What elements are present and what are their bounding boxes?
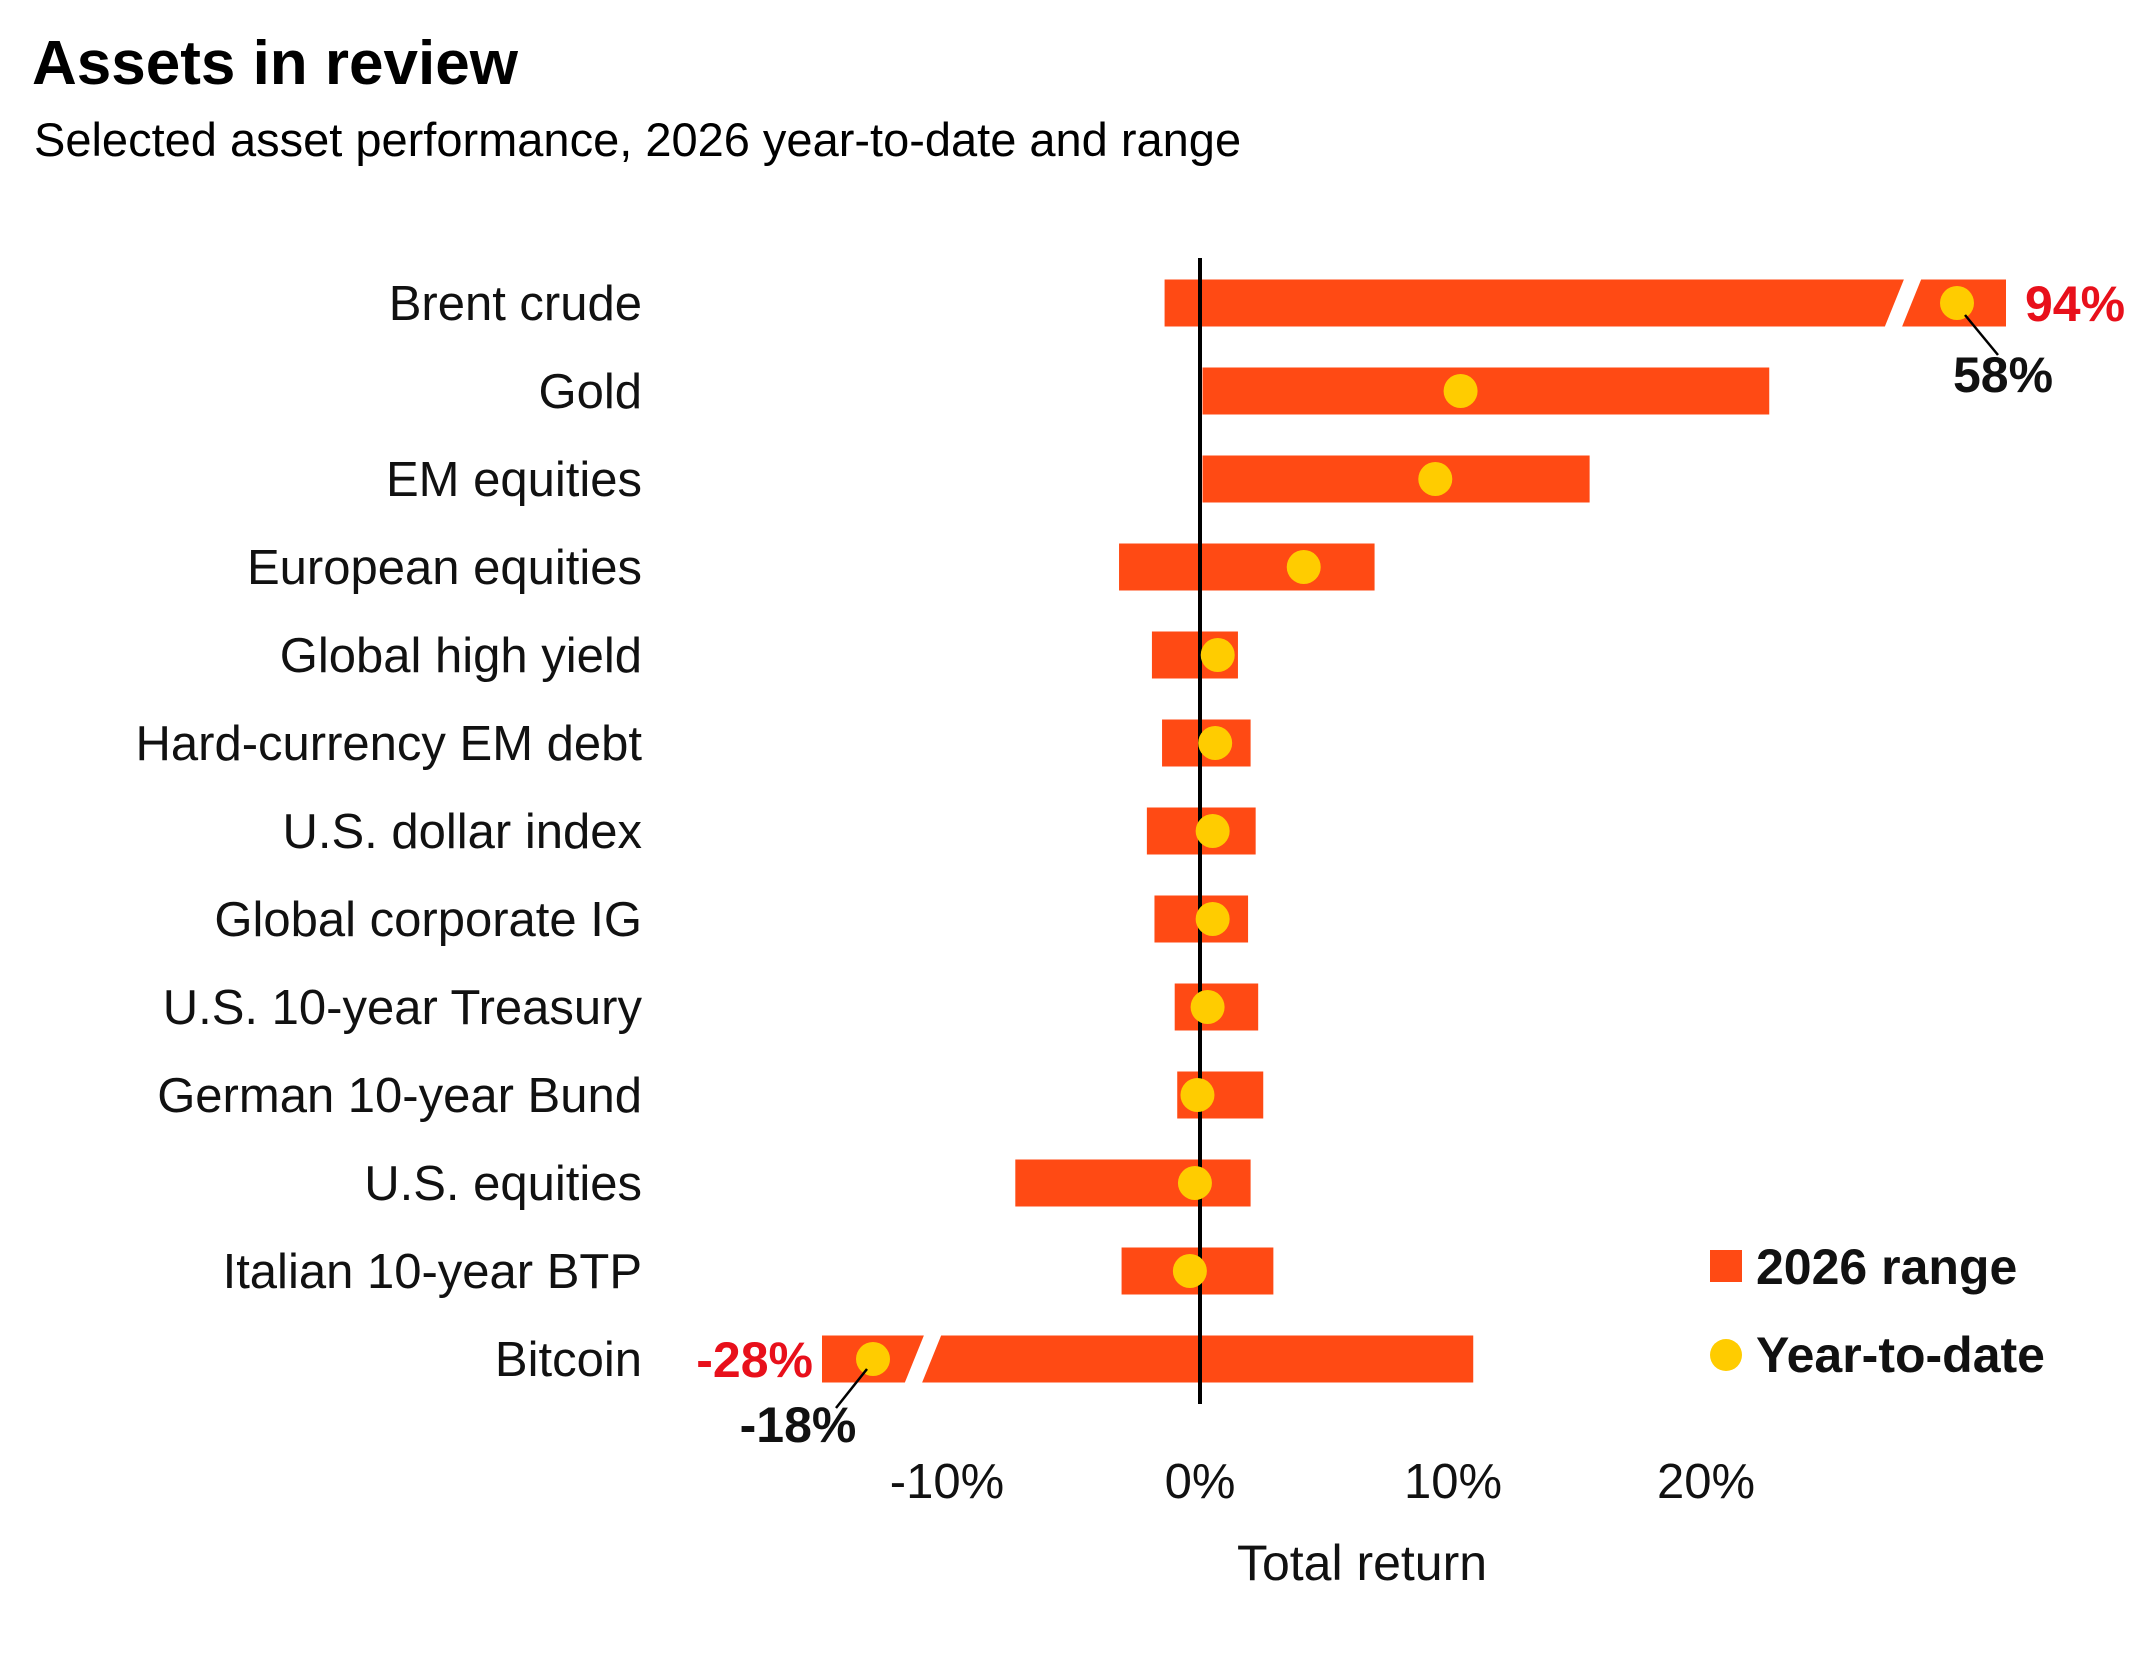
ytd-dot-u-s-equities — [1177, 1166, 1212, 1200]
range-bar-em-equities — [1202, 455, 1590, 503]
x-tick-labels: -10% 0% 10% 20% — [890, 1455, 1755, 1509]
legend: 2026 range Year-to-date — [1710, 1239, 2045, 1383]
ytd-dot-hard-currency-em-debt — [1198, 726, 1233, 760]
category-label-u-s-equities: U.S. equities — [364, 1157, 642, 1211]
chart-title: Assets in review — [32, 29, 518, 98]
category-label-hard-currency-em-debt: Hard-currency EM debt — [135, 717, 642, 771]
ytd-dot-global-high-yield — [1200, 638, 1235, 672]
annotations: 94% 58% -28% -18% — [696, 276, 2125, 1453]
category-label-bitcoin: Bitcoin — [495, 1333, 642, 1387]
ytd-dot-global-corporate-ig — [1195, 902, 1230, 936]
ytd-dot-german-10-year-bund — [1180, 1078, 1215, 1112]
ytd-dot-gold — [1443, 374, 1478, 408]
ytd-annotation: 58% — [1953, 347, 2053, 403]
ytd-dot-brent-crude — [1940, 286, 1974, 320]
category-labels: Brent crude Gold EM equities European equit… — [135, 277, 642, 1387]
ytd-leader-line — [1964, 314, 1999, 356]
range-bar-european-equities — [1119, 543, 1375, 591]
category-label-brent-crude: Brent crude — [389, 277, 642, 331]
x-axis-title: Total return — [1237, 1535, 1487, 1591]
legend-ytd-swatch — [1710, 1339, 1742, 1371]
range-bar-brent-crude — [1164, 279, 2006, 327]
ytd-dot-italian-10-year-btp — [1172, 1254, 1207, 1288]
legend-ytd-label: Year-to-date — [1756, 1327, 2045, 1383]
ytd-dot-em-equities — [1418, 462, 1453, 496]
ytd-dot-european-equities — [1286, 550, 1321, 584]
axis-break-marks — [902, 267, 1924, 1395]
category-label-european-equities: European equities — [247, 541, 642, 595]
legend-range-swatch — [1710, 1250, 1742, 1282]
chart-subtitle: Selected asset performance, 2026 year-to… — [34, 113, 1242, 166]
legend-range-label: 2026 range — [1756, 1239, 2017, 1295]
category-label-u-s-10-year-treasury: U.S. 10-year Treasury — [163, 981, 643, 1035]
range-bar-gold — [1202, 367, 1770, 415]
axis-break-brent-crude — [1882, 267, 1924, 339]
category-label-global-corporate-ig: Global corporate IG — [214, 893, 642, 947]
axis-break-bitcoin — [902, 1323, 944, 1395]
ytd-dot-u-s-dollar-index — [1195, 814, 1230, 848]
x-tick-label: 10% — [1404, 1455, 1502, 1509]
category-label-global-high-yield: Global high yield — [280, 629, 642, 683]
ytd-dots — [856, 286, 1974, 1376]
category-label-u-s-dollar-index: U.S. dollar index — [282, 805, 642, 859]
x-tick-label: -10% — [890, 1455, 1004, 1509]
range-bar-u-s-equities — [1015, 1159, 1251, 1207]
category-label-german-10-year-bund: German 10-year Bund — [157, 1069, 642, 1123]
category-label-gold: Gold — [538, 365, 642, 419]
ytd-dot-bitcoin — [856, 1342, 890, 1376]
ytd-dot-u-s-10-year-treasury — [1190, 990, 1225, 1024]
x-tick-label: 0% — [1165, 1455, 1236, 1509]
range-high-annotation: 94% — [2025, 276, 2125, 332]
range-bars — [822, 279, 2006, 1383]
range-low-annotation: -28% — [696, 1332, 813, 1388]
category-label-em-equities: EM equities — [386, 453, 642, 507]
category-label-italian-10-year-btp: Italian 10-year BTP — [223, 1245, 642, 1299]
ytd-leader-line — [835, 1368, 868, 1409]
x-tick-label: 20% — [1657, 1455, 1755, 1509]
ytd-annotation: -18% — [740, 1397, 857, 1453]
